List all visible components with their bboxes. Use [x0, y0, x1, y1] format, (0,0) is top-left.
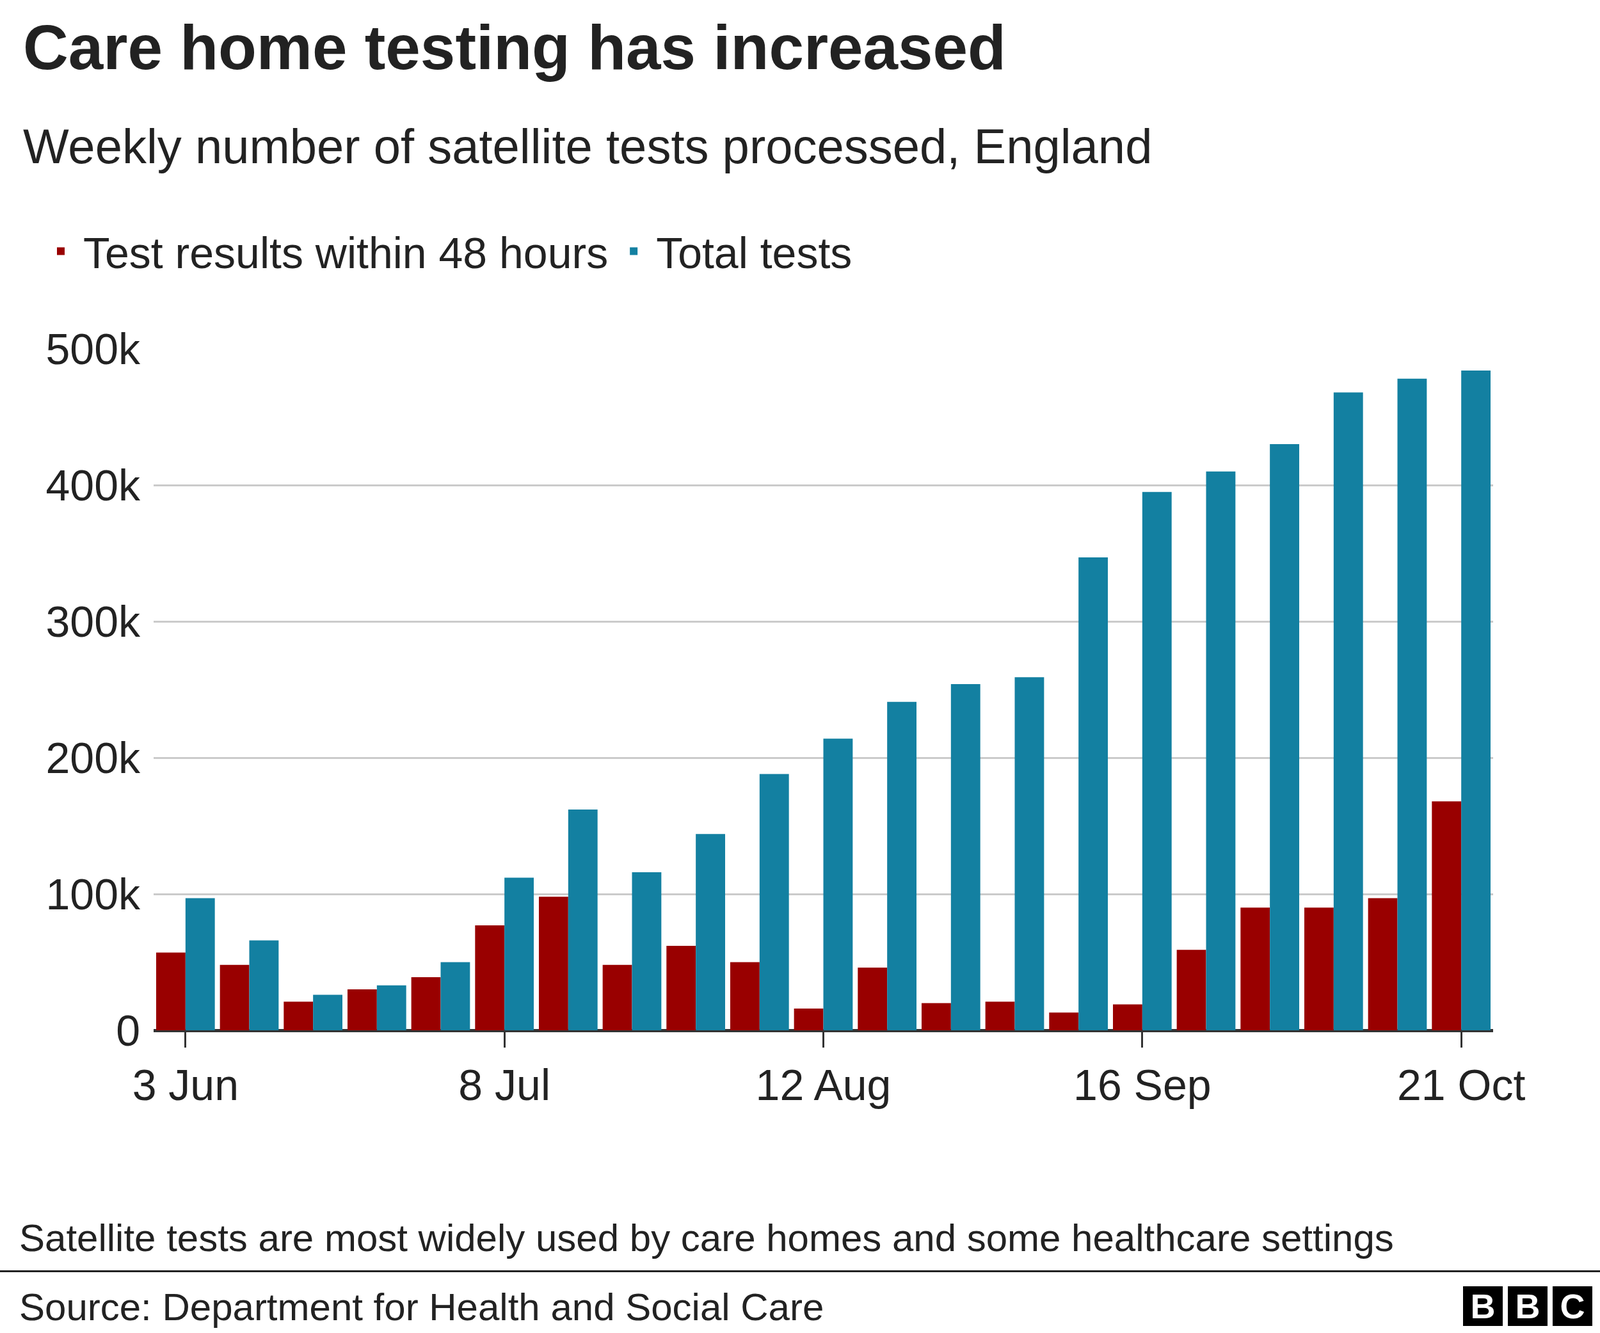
html-text:Weekly number of satellite tes: Weekly number of satellite tests process…	[23, 119, 1153, 174]
svg-text:21 Oct: 21 Oct	[1397, 1060, 1526, 1110]
svg-text:300k: 300k	[46, 597, 141, 646]
svg-text:8 Jul: 8 Jul	[458, 1060, 551, 1110]
svg-text:200k: 200k	[46, 733, 141, 783]
svg-text:Test results within 48 hours: Test results within 48 hours	[83, 228, 608, 278]
html-text:B: B	[1515, 1287, 1541, 1326]
html-text:Satellite tests are most widel: Satellite tests are most widely used by …	[19, 1216, 1394, 1260]
html-text:B: B	[1470, 1287, 1496, 1326]
html-text:Care home testing has increase: Care home testing has increased	[23, 12, 1007, 83]
svg-text:0: 0	[115, 1006, 141, 1055]
html-text:Source: Department for Health: Source: Department for Health and Social…	[19, 1285, 824, 1329]
svg-text:12 Aug: 12 Aug	[755, 1060, 892, 1110]
svg-text:400k: 400k	[46, 460, 141, 510]
html-text:C: C	[1560, 1287, 1585, 1326]
svg-text:500k: 500k	[46, 324, 141, 374]
svg-text:Total tests: Total tests	[656, 228, 852, 278]
svg-text:100k: 100k	[46, 869, 141, 919]
svg-text:3 Jun: 3 Jun	[132, 1060, 239, 1110]
svg-text:16 Sep: 16 Sep	[1073, 1060, 1212, 1110]
